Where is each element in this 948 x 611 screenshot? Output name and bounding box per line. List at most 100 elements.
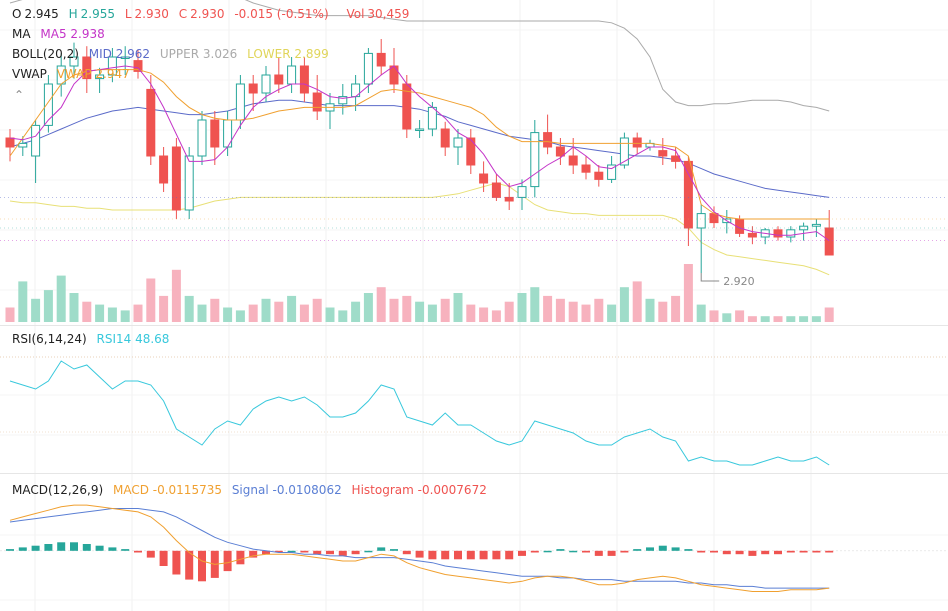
candle-body (504, 196, 514, 202)
candle-body (491, 182, 501, 198)
histogram-bar (108, 547, 117, 551)
macd-value: MACD -0.0115735 (112, 483, 222, 497)
histogram-bar (594, 550, 603, 556)
histogram-bar (543, 550, 552, 553)
candle-body (107, 56, 117, 76)
histogram-bar (569, 550, 578, 553)
histogram-value: Histogram -0.0007672 (351, 483, 487, 497)
volume-bar (223, 307, 233, 322)
high-label: H (68, 7, 78, 21)
candle-body (440, 128, 450, 148)
histogram-bar (492, 550, 501, 560)
volume-bar (287, 295, 297, 322)
histogram-bar (95, 545, 104, 551)
histogram-bar (18, 547, 27, 551)
candle-body (568, 155, 578, 166)
histogram-bar (351, 550, 360, 555)
candle-body (427, 106, 437, 130)
histogram-bar (326, 550, 334, 555)
histogram-bar (607, 550, 616, 556)
open-label: O (12, 7, 22, 21)
histogram-bar (505, 550, 514, 560)
volume-bar (95, 304, 105, 322)
volume-bar (338, 310, 348, 322)
vwap-value: VWAP 2.947 (56, 67, 130, 81)
candle-body (555, 146, 565, 157)
histogram-bar (402, 550, 411, 555)
boll-lower-line (9, 182, 830, 276)
candle-body (43, 83, 53, 126)
candle-body (197, 119, 207, 157)
candle-body (312, 92, 322, 112)
volume-bar (543, 295, 553, 322)
candle-body (747, 232, 757, 238)
candle-body (683, 160, 693, 229)
candle-body (773, 229, 783, 238)
histogram-bar (582, 550, 590, 553)
open-value: 2.945 (24, 7, 59, 21)
low-price-label: 2.920 (723, 275, 755, 288)
histogram-bar (364, 550, 373, 553)
volume-bar (376, 287, 386, 322)
ma-name: MA (12, 27, 31, 41)
ma-legend[interactable]: MA MA5 2.938 (12, 27, 111, 42)
histogram-bar (223, 550, 232, 572)
histogram-bar (198, 550, 206, 582)
price-overlays (9, 65, 830, 242)
pane-separator-macd (0, 473, 948, 474)
volume-bar (709, 310, 719, 322)
candle-body (210, 119, 220, 148)
change-value: -0.015 (-0.51%) (234, 7, 329, 21)
candle-body (338, 96, 348, 105)
macd-line (9, 504, 830, 592)
volume-bar (171, 269, 181, 322)
histogram-bar (799, 550, 808, 553)
macd-legend[interactable]: MACD(12,26,9) MACD -0.0115735 Signal -0.… (12, 483, 493, 498)
volume-bar (760, 316, 770, 322)
boll-legend[interactable]: BOLL(20,2) MID 2.962 UPPER 3.026 LOWER 2… (12, 47, 335, 62)
volume-bar (607, 304, 617, 322)
candle-body (594, 171, 604, 180)
boll-mid-line (9, 99, 830, 198)
histogram-bar (786, 550, 795, 553)
histogram-bar (441, 550, 450, 560)
volume-bar (824, 307, 834, 322)
volume-bar (683, 264, 693, 322)
candle-body (607, 164, 617, 180)
histogram-bar (633, 549, 642, 551)
volume-bar (504, 301, 514, 322)
vwap-legend[interactable]: VWAP VWAP 2.947 (12, 67, 136, 82)
rsi-name: RSI(6,14,24) (12, 332, 87, 346)
volume-label: Vol (346, 7, 365, 21)
histogram-bar (338, 550, 347, 556)
volume-bar (427, 304, 437, 322)
volume-bar (658, 301, 668, 322)
histogram-bar (57, 542, 66, 551)
histogram-bar (415, 550, 424, 558)
rsi14-line (9, 360, 830, 466)
chevron-up-icon[interactable]: ⌃ (14, 88, 25, 102)
candle-body (248, 83, 258, 94)
volume-bar (671, 295, 681, 322)
boll-upper-line (9, 0, 830, 112)
candle-body (479, 173, 489, 184)
candle-body (517, 186, 527, 198)
histogram-bar (262, 550, 270, 555)
histogram-bar (646, 547, 654, 551)
candle-body (299, 65, 309, 94)
volume-bar (696, 304, 706, 322)
volume-bar (299, 304, 309, 322)
histogram-bar (454, 550, 462, 560)
volume-bar (402, 295, 412, 322)
candle-body (95, 74, 105, 80)
volume-bar (82, 301, 92, 322)
boll-lower-value: LOWER 2.899 (247, 47, 329, 61)
low-value: 2.930 (134, 7, 169, 21)
rsi-legend[interactable]: RSI(6,14,24) RSI14 48.68 (12, 332, 175, 347)
histogram-bar (390, 549, 398, 551)
candle-body (363, 52, 373, 85)
candle-body (261, 74, 271, 94)
volume-bar (581, 304, 591, 322)
histogram-bar (825, 550, 834, 553)
